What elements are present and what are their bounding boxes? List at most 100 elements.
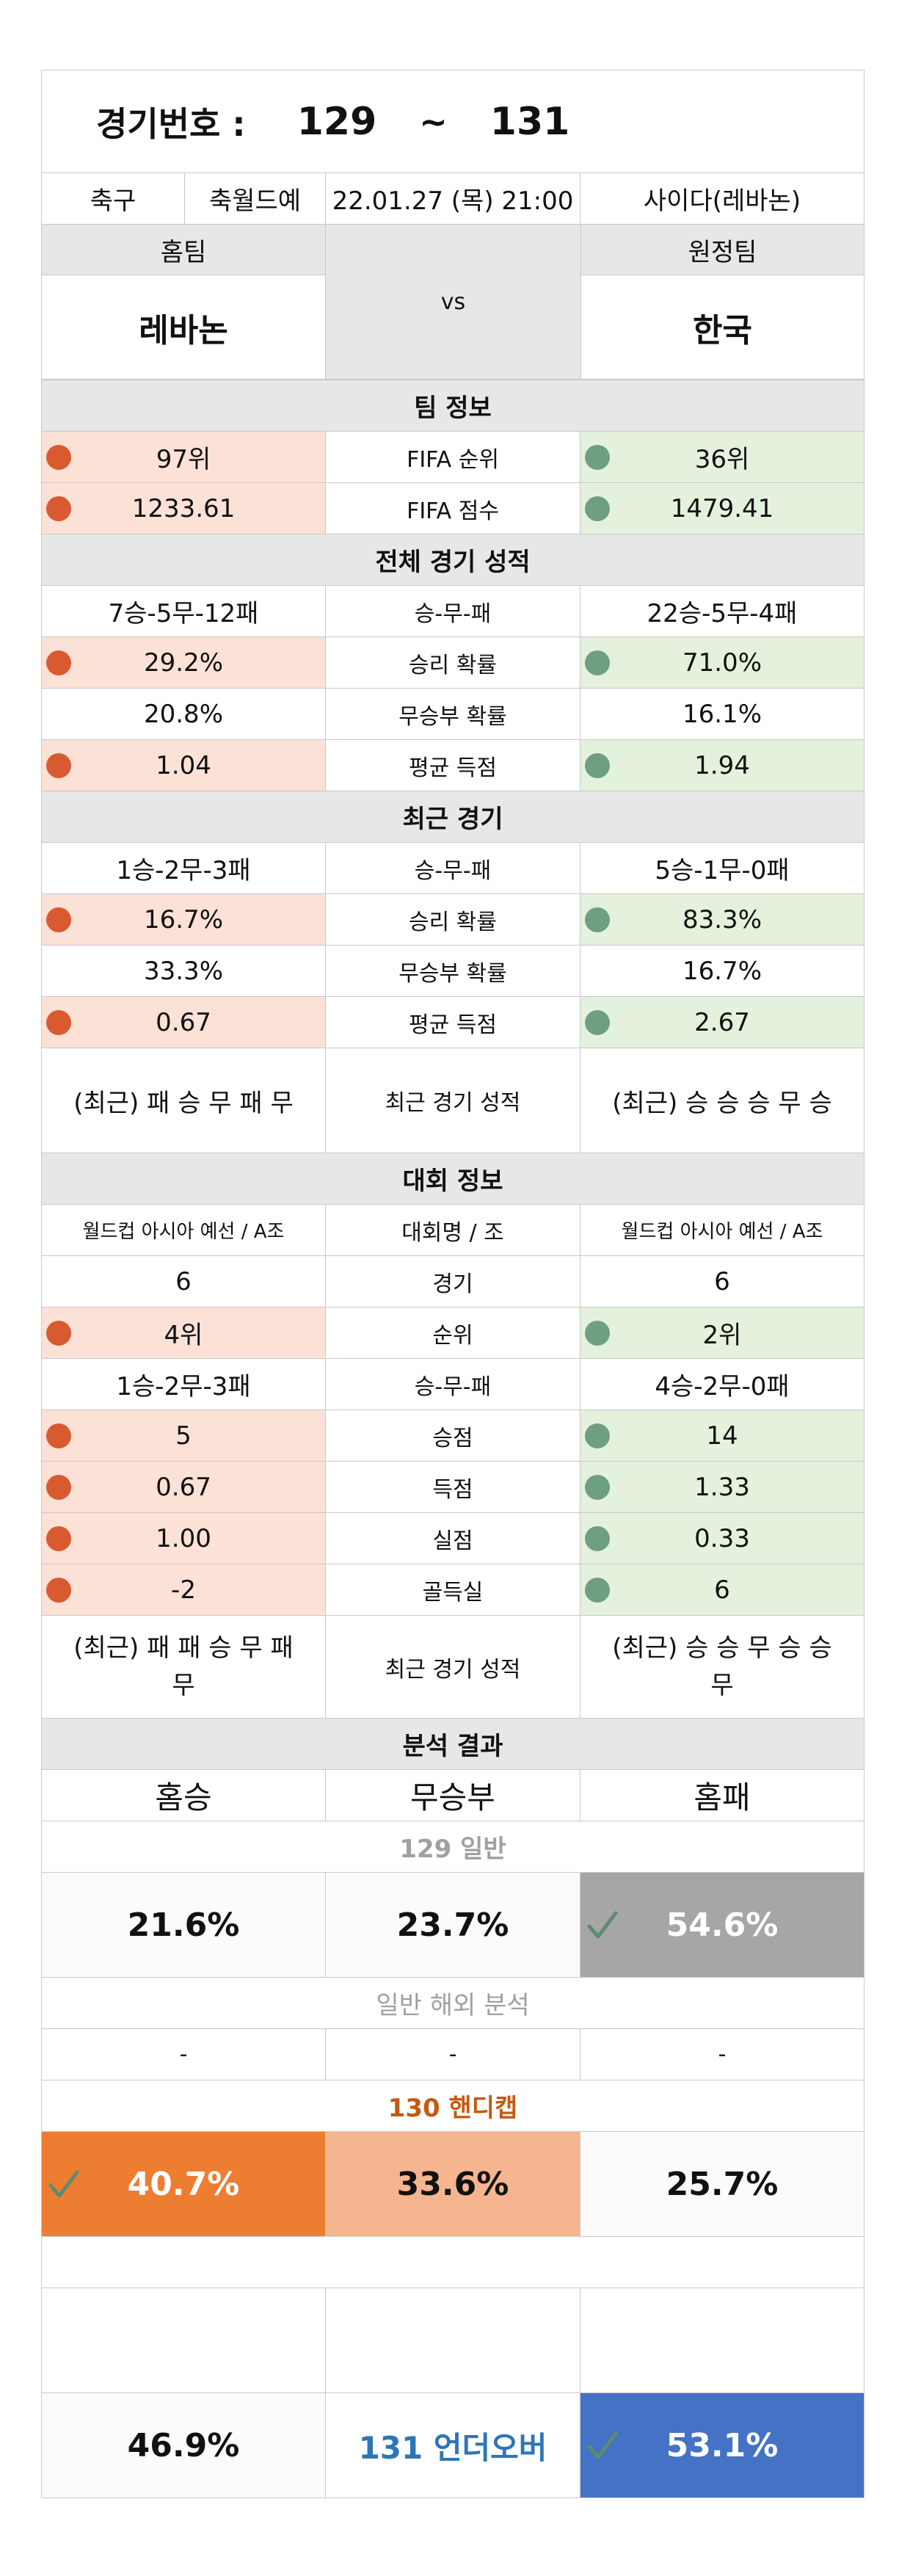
overseas-home-loss: -	[580, 2028, 864, 2080]
away-indicator-dot	[585, 1009, 610, 1035]
away-team-label: 원정팀	[580, 224, 864, 275]
stat-row: 1.00 실점 0.33	[41, 1512, 864, 1564]
stat-row: 7승-5무-12패 승-무-패 22승-5무-4패	[41, 585, 864, 637]
stat-row: 20.8% 무승부 확률 16.1%	[41, 688, 864, 740]
home-value: 1.00	[41, 1512, 326, 1564]
stat-row: -2 골득실 6	[41, 1564, 864, 1616]
column-draw: 무승부	[325, 1769, 580, 1821]
stat-label: 평균 득점	[325, 996, 580, 1048]
home-recent-form: (최근) 패 승 무 패 무	[41, 1048, 326, 1153]
away-indicator-dot	[585, 496, 610, 521]
away-value: 71.0%	[580, 636, 864, 689]
overseas-values-row: - - -	[41, 2028, 864, 2080]
section-team-info: 팀 정보	[41, 380, 864, 432]
home-team-label: 홈팀	[41, 224, 326, 275]
header-row: 경기번호 : 129 ~ 131	[41, 70, 864, 173]
check-icon	[587, 2431, 618, 2459]
stat-row: 33.3% 무승부 확률 16.7%	[41, 945, 864, 997]
blank-row	[41, 2287, 864, 2393]
away-indicator-dot	[585, 1525, 610, 1551]
venue-cell: 사이다(레바논)	[580, 173, 864, 225]
check-icon	[48, 2170, 79, 2198]
blank-cell	[325, 2287, 580, 2393]
stat-label: 평균 득점	[325, 739, 580, 791]
overseas-title: 일반 해외 분석	[41, 1977, 864, 2029]
normal-values-row: 21.6% 23.7% 54.6%	[41, 1872, 864, 1978]
away-value: 6	[580, 1564, 864, 1616]
stat-row: 1승-2무-3패 승-무-패 4승-2무-0패	[41, 1358, 864, 1410]
over-value: 53.1%	[580, 2392, 864, 2498]
stat-row: 16.7% 승리 확률 83.3%	[41, 893, 864, 946]
stat-label: 골득실	[325, 1564, 580, 1616]
home-value: -2	[41, 1564, 326, 1616]
away-tournament-form: (최근) 승 승 무 승 승 무	[580, 1615, 864, 1719]
match-analysis-sheet: 경기번호 : 129 ~ 131 축구 축월드예 22.01.27 (목) 21…	[41, 70, 864, 2498]
away-recent-form: (최근) 승 승 승 무 승	[580, 1048, 864, 1153]
overseas-title-row: 일반 해외 분석	[41, 1977, 864, 2029]
away-value: 22승-5무-4패	[580, 585, 864, 637]
away-indicator-dot	[585, 1474, 610, 1500]
section-overall: 전체 경기 성적	[41, 534, 864, 586]
teams-block: 홈팀 vs 원정팀 레바논 한국	[41, 224, 864, 380]
home-value: 1.04	[41, 739, 326, 791]
home-value: 20.8%	[41, 688, 326, 740]
home-indicator-dot	[46, 1423, 71, 1448]
home-indicator-dot	[46, 1577, 71, 1603]
away-indicator-dot	[585, 650, 610, 675]
home-value: 1233.61	[41, 482, 326, 534]
column-home-win: 홈승	[41, 1769, 326, 1821]
match-number-to: 131	[489, 99, 570, 144]
stat-row: 97위 FIFA 순위 36위	[41, 431, 864, 483]
stat-row: 4위 순위 2위	[41, 1307, 864, 1359]
stat-label: FIFA 순위	[325, 431, 580, 483]
stat-label: FIFA 점수	[325, 482, 580, 534]
away-value: 0.33	[580, 1512, 864, 1564]
stat-label: 승점	[325, 1409, 580, 1462]
stat-row: 1.04 평균 득점 1.94	[41, 739, 864, 791]
home-value: 1승-2무-3패	[41, 842, 326, 894]
stat-label: 최근 경기 성적	[325, 1048, 580, 1153]
away-indicator-dot	[585, 1577, 610, 1603]
stat-label: 승-무-패	[325, 842, 580, 894]
normal-home-win: 21.6%	[41, 1872, 326, 1978]
home-indicator-dot	[46, 496, 71, 521]
away-indicator-dot	[585, 1320, 610, 1346]
stat-row: 0.67 평균 득점 2.67	[41, 996, 864, 1048]
handicap-home-win: 40.7%	[41, 2131, 326, 2237]
section-title: 분석 결과	[41, 1718, 864, 1770]
stat-row: 6 경기 6	[41, 1255, 864, 1307]
header-cell: 경기번호 : 129 ~ 131	[41, 70, 864, 173]
stat-row: 5 승점 14	[41, 1409, 864, 1462]
home-value: 1승-2무-3패	[41, 1358, 326, 1410]
home-value: 29.2%	[41, 636, 326, 689]
blank-row	[41, 2236, 864, 2288]
stat-label: 승-무-패	[325, 585, 580, 637]
section-title: 최근 경기	[41, 791, 864, 843]
blank-cell	[41, 2287, 326, 2393]
league-cell: 축월드예	[184, 173, 326, 225]
datetime-cell: 22.01.27 (목) 21:00	[325, 173, 580, 225]
home-value: 0.67	[41, 1461, 326, 1513]
away-value: 6	[580, 1255, 864, 1307]
home-indicator-dot	[46, 752, 71, 778]
handicap-title-row: 130 핸디캡	[41, 2080, 864, 2132]
away-value: 16.7%	[580, 945, 864, 997]
home-tournament-form: (최근) 패 패 승 무 패 무	[41, 1615, 326, 1719]
handicap-draw: 33.6%	[325, 2131, 580, 2237]
home-team-name: 레바논	[41, 275, 326, 380]
away-value: 83.3%	[580, 893, 864, 946]
away-indicator-dot	[585, 444, 610, 470]
stat-row: 1233.61 FIFA 점수 1479.41	[41, 482, 864, 534]
stat-label: 무승부 확률	[325, 688, 580, 740]
stat-row: 월드컵 아시아 예선 / A조 대회명 / 조 월드컵 아시아 예선 / A조	[41, 1204, 864, 1256]
away-value: 5승-1무-0패	[580, 842, 864, 894]
home-indicator-dot	[46, 444, 71, 470]
match-number-tilde: ~	[419, 101, 448, 142]
section-tournament: 대회 정보	[41, 1153, 864, 1205]
home-indicator-dot	[46, 1320, 71, 1346]
away-value: 14	[580, 1409, 864, 1462]
home-value: 97위	[41, 431, 326, 483]
column-home-loss: 홈패	[580, 1769, 864, 1821]
stat-row: 1승-2무-3패 승-무-패 5승-1무-0패	[41, 842, 864, 894]
away-value: 4승-2무-0패	[580, 1358, 864, 1410]
